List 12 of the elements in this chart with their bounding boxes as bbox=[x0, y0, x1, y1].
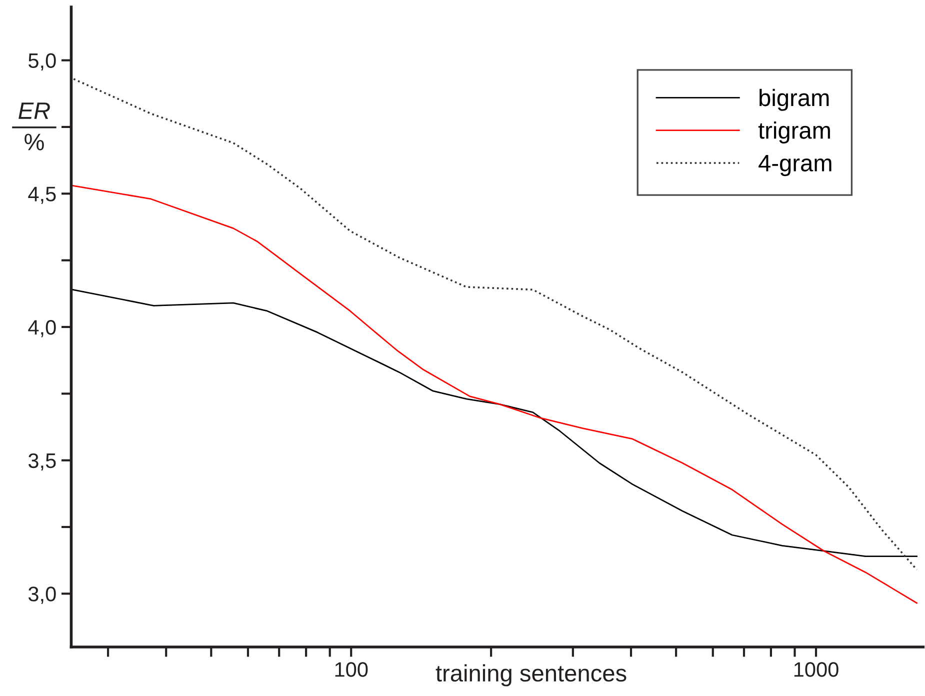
y-tick-label: 4,0 bbox=[28, 320, 56, 338]
y-axis-title: ER % bbox=[18, 102, 50, 150]
legend-label: 4-gram bbox=[758, 154, 832, 176]
legend-label: bigram bbox=[760, 88, 829, 111]
legend-label: trigram bbox=[758, 121, 830, 144]
y-tick-label: 3,5 bbox=[28, 453, 56, 471]
x-tick-label: 1000 bbox=[794, 662, 838, 677]
y-tick-label: 5,0 bbox=[28, 53, 56, 71]
x-axis-title: training sentences bbox=[436, 664, 626, 686]
y-tick-label: 3,0 bbox=[28, 586, 56, 604]
x-tick-label: 100 bbox=[335, 662, 368, 677]
y-tick-label: 4,5 bbox=[28, 186, 56, 204]
